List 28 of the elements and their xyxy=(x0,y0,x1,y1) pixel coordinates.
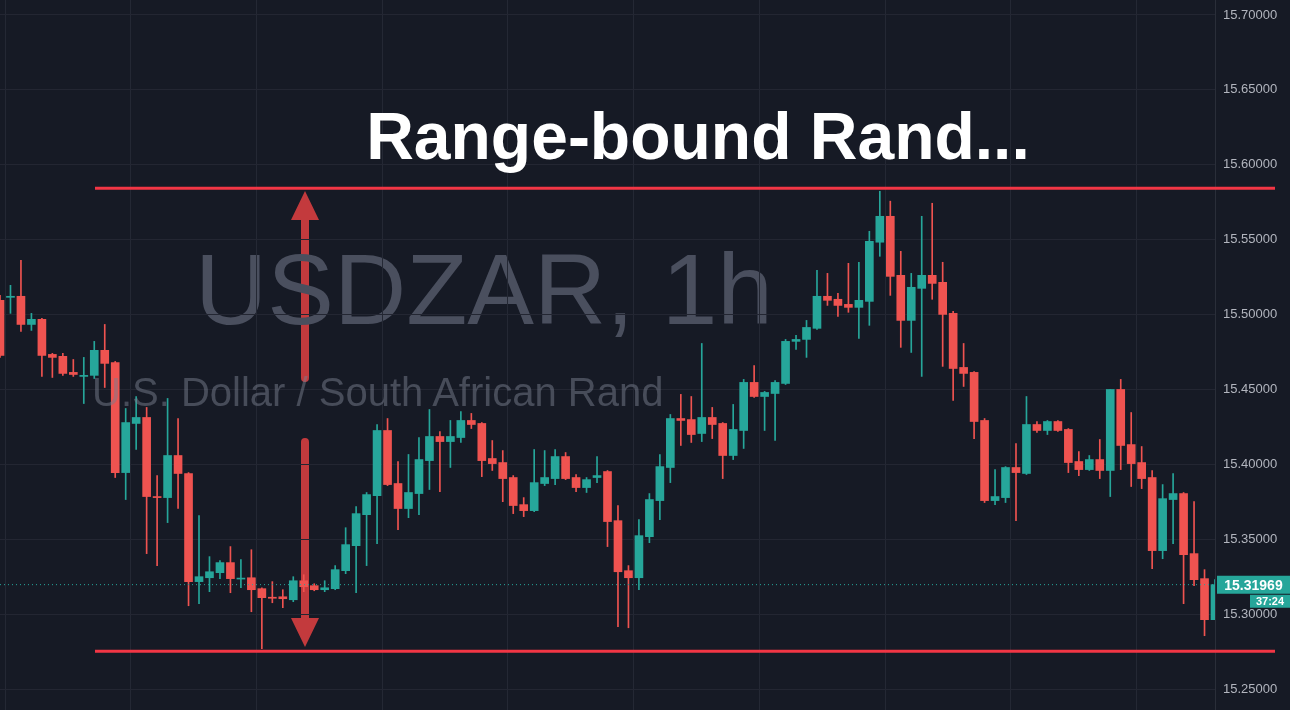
candlestick xyxy=(435,431,445,492)
candlestick xyxy=(257,587,267,650)
y-tick-label: 15.65000 xyxy=(1223,81,1278,97)
y-tick-label: 15.25000 xyxy=(1223,680,1278,696)
y-tick-label: 15.40000 xyxy=(1223,455,1278,471)
candlestick xyxy=(990,469,1000,505)
candlestick xyxy=(173,418,183,509)
y-tick-label: 15.70000 xyxy=(1223,6,1278,22)
text: Range-bound Rand... xyxy=(365,98,1031,174)
candlestick xyxy=(676,394,686,446)
candlestick xyxy=(1011,443,1021,521)
y-tick-label: 15.55000 xyxy=(1223,231,1278,247)
y-tick-label: 15.60000 xyxy=(1223,156,1278,172)
candlestick xyxy=(791,335,801,350)
candlestick xyxy=(854,261,864,339)
candlestick xyxy=(79,357,89,404)
ref-line-label: 15.31969 xyxy=(1224,576,1283,593)
candlestick xyxy=(152,475,162,566)
y-tick-label: 15.45000 xyxy=(1223,381,1278,397)
y-tick-label: 15.30000 xyxy=(1223,605,1278,621)
candlestick xyxy=(770,380,780,441)
candlestick xyxy=(68,359,78,377)
candlestick xyxy=(1168,473,1178,544)
candlestick xyxy=(592,456,602,483)
y-tick-label: 15.35000 xyxy=(1223,530,1278,546)
candlestick xyxy=(697,343,707,442)
text: 37:24 xyxy=(1255,594,1285,607)
y-tick-label: 15.50000 xyxy=(1223,306,1278,322)
